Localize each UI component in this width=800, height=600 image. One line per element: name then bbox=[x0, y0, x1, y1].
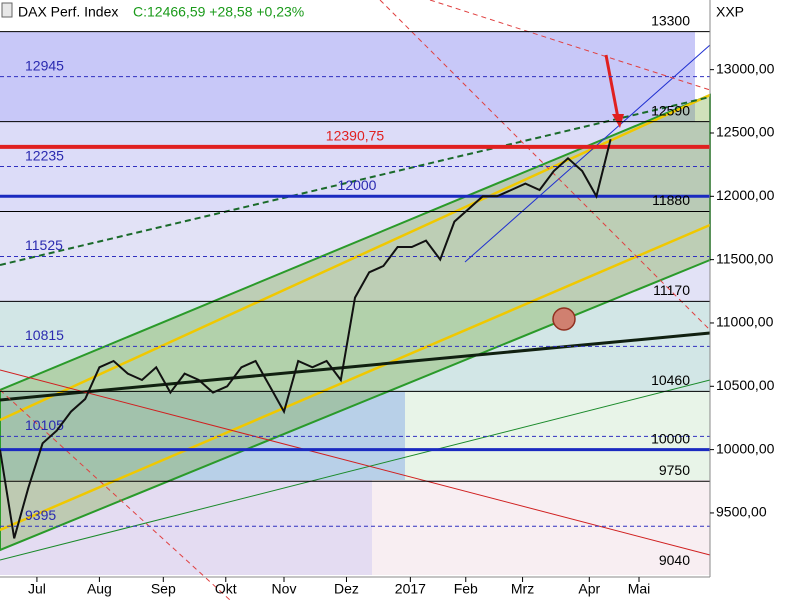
level-label: 11170 bbox=[653, 282, 690, 298]
x-tick-label: Feb bbox=[454, 581, 478, 597]
x-tick-label: 2017 bbox=[395, 581, 426, 597]
x-tick-label: Aug bbox=[87, 581, 112, 597]
y-tick-label: 9500,00 bbox=[716, 504, 767, 520]
y-tick-label: 10000,00 bbox=[716, 440, 775, 456]
icon bbox=[1, 2, 13, 18]
level-label: 10460 bbox=[651, 372, 690, 388]
x-tick-label: Mai bbox=[628, 581, 651, 597]
x-tick-label: Jul bbox=[28, 581, 46, 597]
level-label: 10105 bbox=[25, 417, 64, 433]
y-tick-label: 11000,00 bbox=[716, 314, 774, 330]
level-label: 11880 bbox=[652, 192, 690, 208]
chart-title: DAX Perf. Index bbox=[18, 4, 118, 20]
levels: 13300 12945 12590 12390,75 12235 12000 11880 11… bbox=[0, 12, 710, 568]
x-tick-label: Nov bbox=[272, 581, 297, 597]
x-tick-label: Okt bbox=[215, 581, 237, 597]
level-label: 9040 bbox=[659, 552, 690, 568]
quote: C:12466,59 +28,58 +0,23% bbox=[133, 4, 304, 20]
level-label: 11525 bbox=[25, 237, 63, 253]
level-label: 9395 bbox=[25, 507, 56, 523]
plot bbox=[0, 139, 612, 539]
level-label: 10815 bbox=[25, 327, 64, 343]
level-label: 12590 bbox=[651, 102, 690, 118]
y-tick-label: 11500,00 bbox=[716, 250, 774, 266]
price-line bbox=[0, 139, 612, 539]
x-tick-label: Apr bbox=[578, 581, 600, 597]
y-tick-label: 13000,00 bbox=[716, 60, 775, 76]
level-label: 12000 bbox=[338, 177, 377, 193]
y-tick-label: 12000,00 bbox=[716, 187, 775, 203]
level-label: 9750 bbox=[659, 462, 690, 478]
level-label: 10000 bbox=[651, 430, 690, 446]
level-label: 12235 bbox=[25, 147, 64, 163]
x-tick-label: Sep bbox=[151, 581, 176, 597]
x-tick-label: Mrz bbox=[511, 581, 534, 597]
y-tick-label: 10500,00 bbox=[716, 377, 775, 393]
axis-label: XXP bbox=[716, 4, 744, 20]
y-tick-label: 12500,00 bbox=[716, 124, 775, 140]
level-label: 12945 bbox=[25, 57, 64, 73]
level-label: 13300 bbox=[651, 12, 690, 28]
level-label: 12390,75 bbox=[326, 128, 385, 144]
x-tick-label: Dez bbox=[334, 581, 359, 597]
